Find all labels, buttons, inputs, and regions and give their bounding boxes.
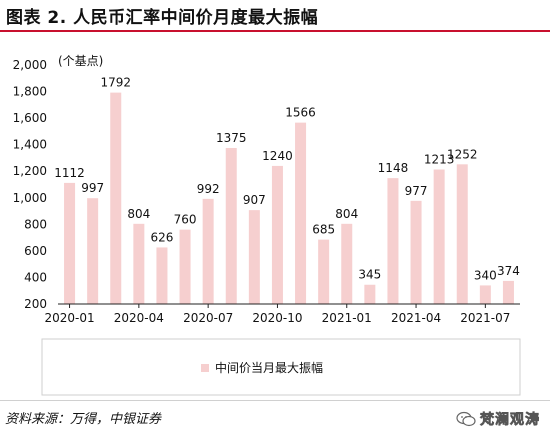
bar-value-label: 1148 xyxy=(378,161,409,175)
bar-value-label: 1792 xyxy=(100,76,131,90)
bar-value-labels: 1112997179280462676099213759071240156668… xyxy=(54,76,520,283)
bar xyxy=(133,223,145,304)
y-tick-label: 1,800 xyxy=(13,85,47,99)
y-tick-label: 800 xyxy=(24,217,47,231)
x-tick-label: 2020-04 xyxy=(114,311,164,325)
legend-box xyxy=(41,338,521,396)
legend-label: 中间价当月最大振幅 xyxy=(215,360,323,375)
x-tick-label: 2020-10 xyxy=(252,311,302,325)
bar xyxy=(502,280,514,304)
y-tick-label: 2,000 xyxy=(13,58,47,72)
bar xyxy=(479,285,491,304)
x-tick-label: 2021-04 xyxy=(391,311,441,325)
bar-value-label: 907 xyxy=(243,193,266,207)
bar-value-label: 1112 xyxy=(54,166,85,180)
bar-value-label: 1213 xyxy=(424,152,455,166)
bar xyxy=(156,247,168,304)
bar xyxy=(387,178,399,304)
y-tick-label: 200 xyxy=(24,297,47,311)
x-tick-label: 2020-01 xyxy=(44,311,94,325)
y-axis-unit-label: (个基点) xyxy=(58,54,103,68)
bar-value-label: 992 xyxy=(197,182,220,196)
bar-value-label: 977 xyxy=(405,184,428,198)
bar xyxy=(318,239,330,304)
watermark: 梵澜观涛 xyxy=(456,408,540,430)
bar-value-label: 340 xyxy=(474,268,497,282)
bar xyxy=(202,198,214,304)
bar xyxy=(110,92,122,304)
watermark-text: 梵澜观涛 xyxy=(480,412,540,429)
title-bar: 图表 2. 人民币汇率中间价月度最大振幅 xyxy=(0,0,550,32)
y-tick-label: 1,200 xyxy=(13,164,47,178)
bar xyxy=(456,164,468,304)
footer-divider xyxy=(0,400,550,401)
chart-title: 图表 2. 人民币汇率中间价月度最大振幅 xyxy=(6,8,319,28)
bar-value-label: 685 xyxy=(312,223,335,237)
bar xyxy=(225,147,237,304)
bar xyxy=(271,165,283,304)
bar xyxy=(179,229,191,304)
bar-chart: (个基点) 2,000 1,800 1,600 1,400 1,200 1,000 800 6… xyxy=(13,54,521,396)
bar xyxy=(364,284,376,304)
bar-value-label: 1240 xyxy=(262,149,293,163)
bar-value-label: 1252 xyxy=(447,147,478,161)
bar xyxy=(295,122,307,305)
x-tick-label: 2021-07 xyxy=(460,311,510,325)
bar xyxy=(64,182,76,304)
y-tick-label: 1,000 xyxy=(13,191,47,205)
bar xyxy=(341,223,353,304)
legend-swatch xyxy=(201,364,209,372)
bar-value-label: 1375 xyxy=(216,131,247,145)
source-note: 资料来源：万得，中银证券 xyxy=(5,412,162,427)
bar-value-label: 760 xyxy=(174,213,197,227)
bar-value-label: 345 xyxy=(358,268,381,282)
y-tick-label: 600 xyxy=(24,244,47,258)
bar xyxy=(410,200,422,304)
bar-value-label: 1566 xyxy=(285,106,316,120)
bar xyxy=(433,169,445,304)
bar xyxy=(248,210,260,304)
bars xyxy=(64,92,514,305)
y-tick-label: 1,400 xyxy=(13,138,47,152)
bar-value-label: 997 xyxy=(81,181,104,195)
x-axis-ticks: 2020-01 2020-04 2020-07 2020-10 2021-01 2021-… xyxy=(44,304,510,325)
bar-value-label: 804 xyxy=(335,207,358,221)
x-tick-label: 2021-01 xyxy=(322,311,372,325)
y-tick-label: 1,600 xyxy=(13,111,47,125)
y-tick-label: 400 xyxy=(24,270,47,284)
bar-value-label: 626 xyxy=(150,230,173,244)
bar-value-label: 804 xyxy=(127,207,150,221)
bar xyxy=(87,198,99,304)
wechat-icon xyxy=(456,411,476,427)
x-tick-label: 2020-07 xyxy=(183,311,233,325)
bar-value-label: 374 xyxy=(497,264,520,278)
y-axis-ticks: 2,000 1,800 1,600 1,400 1,200 1,000 800 600 400 2… xyxy=(13,58,47,311)
